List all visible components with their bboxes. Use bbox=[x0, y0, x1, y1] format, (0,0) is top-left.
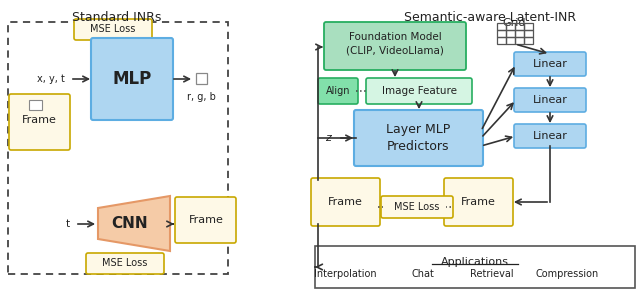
Text: Compression: Compression bbox=[536, 269, 598, 279]
FancyBboxPatch shape bbox=[366, 78, 472, 104]
Text: Grid: Grid bbox=[502, 18, 525, 28]
FancyBboxPatch shape bbox=[9, 94, 70, 150]
Text: Standard INRs: Standard INRs bbox=[72, 11, 162, 24]
Text: Frame: Frame bbox=[328, 197, 362, 207]
Text: Layer MLP
Predictors: Layer MLP Predictors bbox=[386, 123, 450, 153]
Text: Interpolation: Interpolation bbox=[314, 269, 376, 279]
Text: CNN: CNN bbox=[112, 215, 148, 231]
FancyBboxPatch shape bbox=[444, 178, 513, 226]
Text: x, y, t: x, y, t bbox=[37, 74, 65, 84]
Bar bbox=[29, 100, 42, 110]
Text: r, g, b: r, g, b bbox=[187, 92, 216, 102]
Bar bbox=[497, 23, 506, 30]
FancyBboxPatch shape bbox=[324, 22, 466, 70]
Text: MSE Loss: MSE Loss bbox=[102, 258, 148, 268]
Bar bbox=[8, 22, 228, 274]
Bar bbox=[315, 246, 635, 288]
FancyBboxPatch shape bbox=[74, 19, 152, 40]
Polygon shape bbox=[98, 196, 170, 251]
Text: Chat: Chat bbox=[412, 269, 435, 279]
Text: Linear: Linear bbox=[532, 59, 568, 69]
FancyBboxPatch shape bbox=[311, 178, 380, 226]
Bar bbox=[506, 23, 515, 30]
FancyBboxPatch shape bbox=[86, 253, 164, 274]
Text: Frame: Frame bbox=[461, 197, 495, 207]
FancyBboxPatch shape bbox=[318, 78, 358, 104]
Text: t: t bbox=[66, 219, 70, 229]
Text: Align: Align bbox=[326, 86, 350, 96]
Text: Image Feature: Image Feature bbox=[381, 86, 456, 96]
Bar bbox=[515, 37, 524, 44]
FancyBboxPatch shape bbox=[381, 196, 453, 218]
Text: Applications: Applications bbox=[441, 257, 509, 267]
Bar bbox=[524, 30, 533, 37]
FancyBboxPatch shape bbox=[514, 52, 586, 76]
FancyBboxPatch shape bbox=[175, 197, 236, 243]
Text: MSE Loss: MSE Loss bbox=[90, 24, 136, 34]
Bar bbox=[515, 23, 524, 30]
FancyBboxPatch shape bbox=[514, 124, 586, 148]
Text: Linear: Linear bbox=[532, 95, 568, 105]
Text: Frame: Frame bbox=[189, 215, 223, 225]
Text: MLP: MLP bbox=[113, 70, 152, 88]
FancyBboxPatch shape bbox=[91, 38, 173, 120]
Bar bbox=[506, 30, 515, 37]
Text: MSE Loss: MSE Loss bbox=[394, 202, 440, 212]
Bar bbox=[497, 30, 506, 37]
Text: Linear: Linear bbox=[532, 131, 568, 141]
Text: Retrieval: Retrieval bbox=[470, 269, 514, 279]
Bar bbox=[515, 30, 524, 37]
Text: Frame: Frame bbox=[22, 115, 56, 125]
Bar bbox=[524, 37, 533, 44]
Bar bbox=[506, 37, 515, 44]
Bar bbox=[524, 23, 533, 30]
FancyBboxPatch shape bbox=[354, 110, 483, 166]
Text: Semantic-aware Latent-INR: Semantic-aware Latent-INR bbox=[404, 11, 576, 24]
Text: Foundation Model
(CLIP, VideoLlama): Foundation Model (CLIP, VideoLlama) bbox=[346, 32, 444, 56]
Text: z: z bbox=[325, 133, 331, 143]
FancyBboxPatch shape bbox=[514, 88, 586, 112]
Bar bbox=[196, 73, 207, 84]
Bar bbox=[497, 37, 506, 44]
